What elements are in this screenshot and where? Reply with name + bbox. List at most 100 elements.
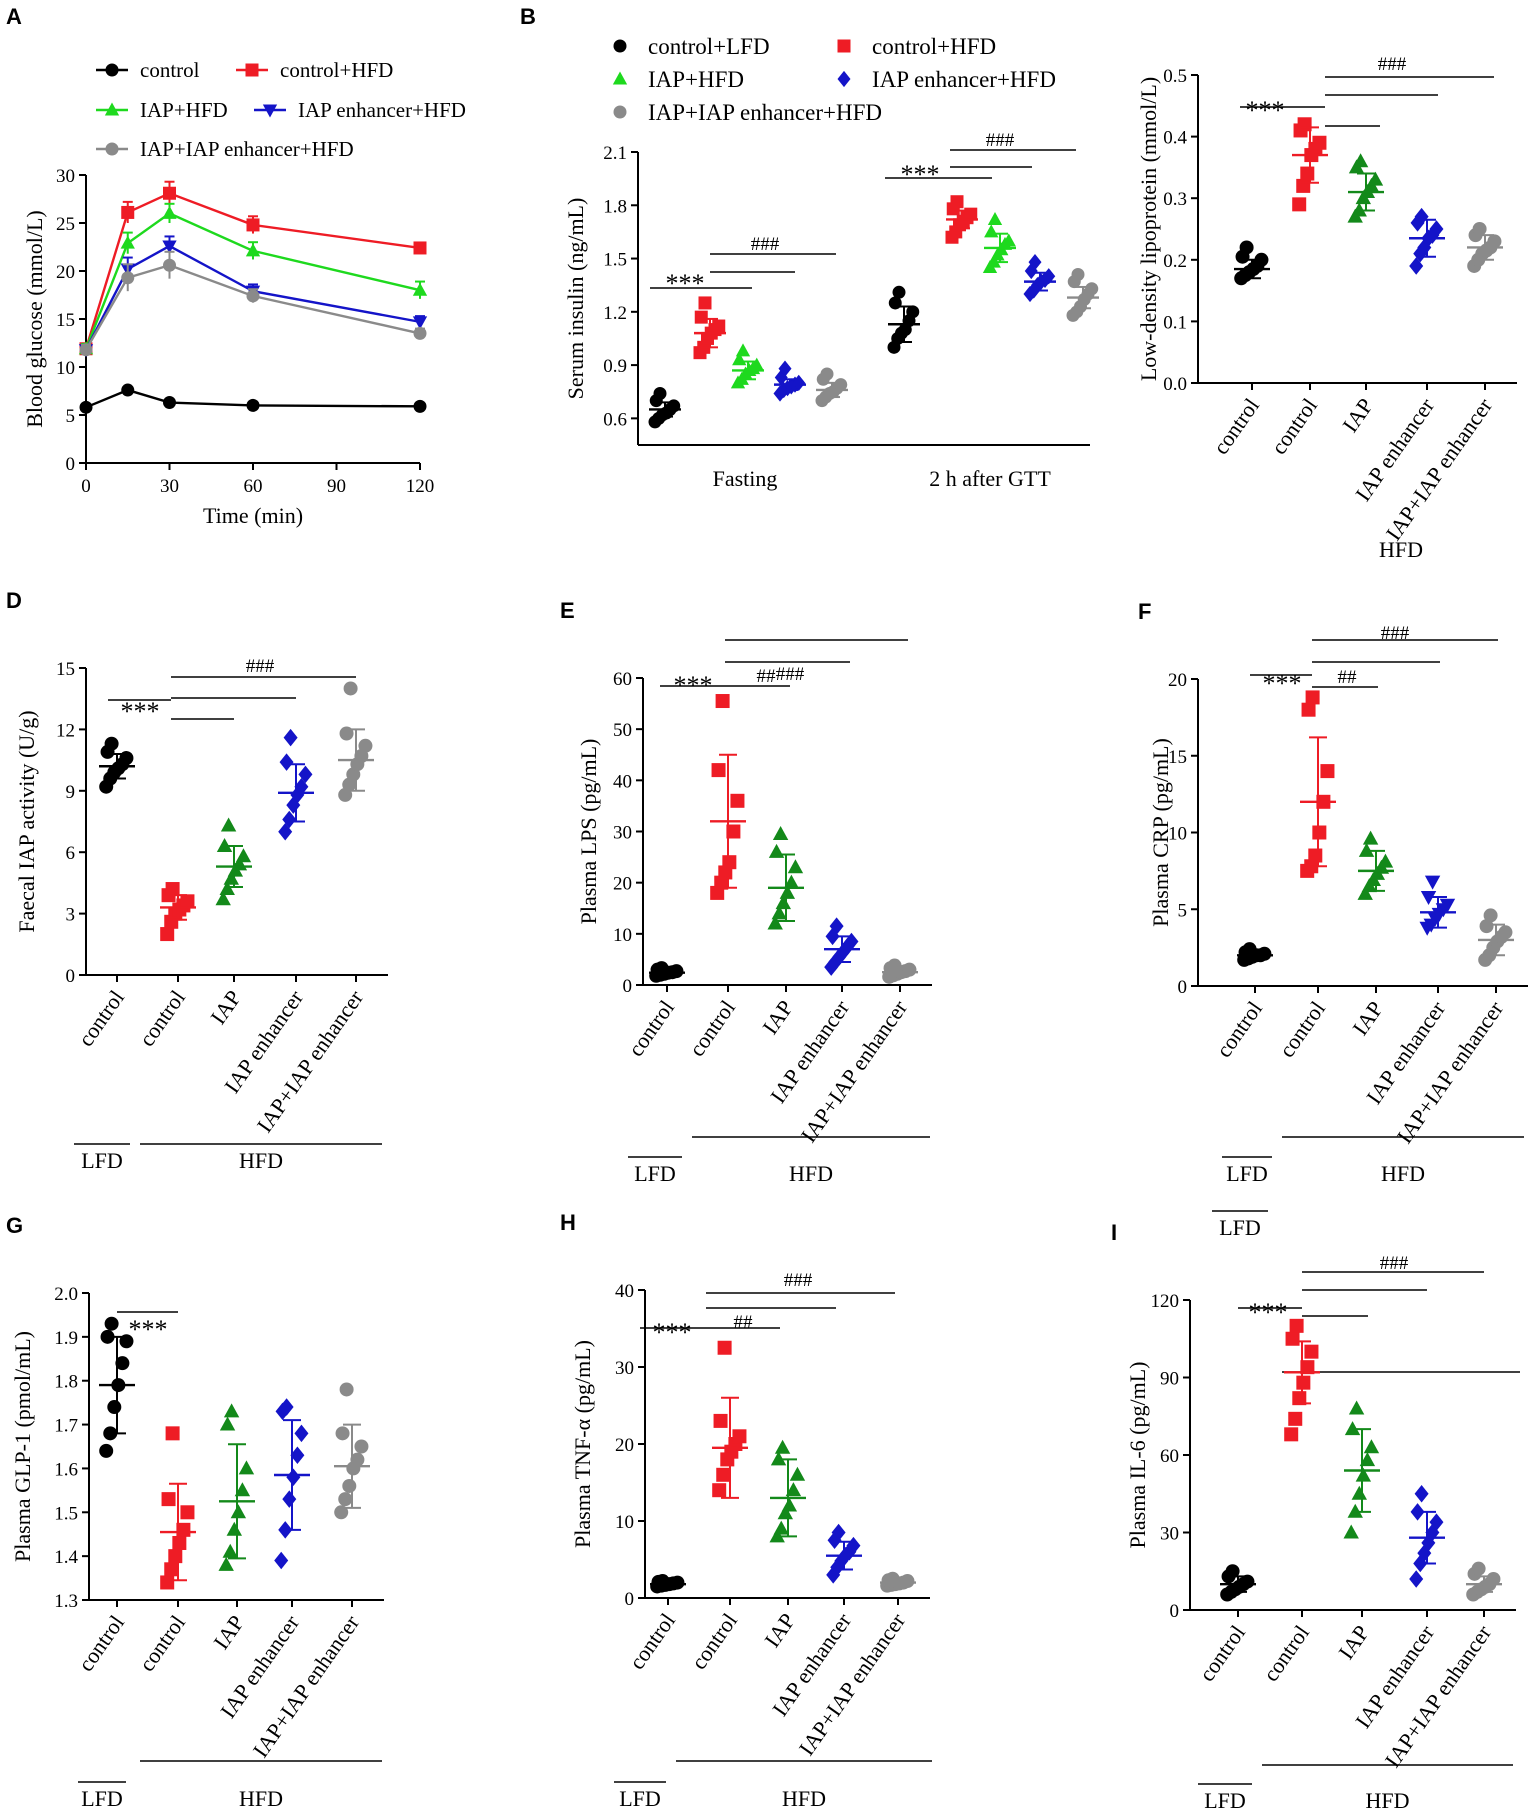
panel-h-y-tick-label: 40	[615, 1281, 634, 1302]
panel-i-point	[1296, 1375, 1311, 1390]
panel-b-legend-marker	[612, 71, 628, 85]
panel-h-lfd-label: LFD	[619, 1786, 661, 1811]
panel-i-y-tick-label: 90	[1160, 1369, 1179, 1390]
panel-b-legend-marker	[613, 105, 627, 119]
panel-a-x-tick-label: 60	[244, 476, 263, 497]
panel-b-legend-marker	[837, 39, 851, 53]
panel-b-legend-label: IAP+HFD	[648, 67, 744, 92]
panel-a: A 0 5 10 15 20 25 30 0 30 60 90 120 Time (min) Blood g…	[6, 4, 466, 528]
panel-e-y-tick-label: 10	[613, 925, 632, 946]
panel-c-category-label: IAP	[1337, 394, 1378, 437]
panel-b-y-tick-label: 1.2	[603, 303, 627, 324]
panel-g-y-tick-label: 1.6	[54, 1459, 78, 1480]
panel-f-category-label: control	[1274, 997, 1330, 1062]
panel-g-point	[354, 1439, 369, 1454]
panel-i-point	[1288, 1411, 1303, 1426]
panel-b-point	[698, 296, 712, 310]
panel-f-point	[1479, 919, 1494, 934]
panel-g-point	[104, 1316, 119, 1331]
panel-g-y-tick-label: 1.5	[54, 1503, 78, 1524]
panel-f-y-tick-label: 10	[1168, 824, 1187, 845]
panel-c-ylabel: Low-density lipoprotein (mmol/L)	[1136, 77, 1161, 381]
panel-f-point	[1308, 848, 1323, 863]
panel-e-category-label: control	[684, 996, 740, 1061]
panel-d-hfd-label: HFD	[239, 1148, 283, 1173]
panel-g-y-tick-label: 2.0	[54, 1284, 78, 1305]
panel-c-point	[1239, 240, 1254, 255]
panel-b-legend-label: control+LFD	[648, 34, 770, 59]
panel-f-point	[1362, 830, 1379, 845]
panel-b-point	[1071, 268, 1085, 282]
panel-g-hfd-label: HFD	[239, 1786, 283, 1811]
panel-a-point	[163, 396, 176, 410]
panel-h-hfd-label: HFD	[782, 1786, 826, 1811]
panel-h-y-tick-label: 0	[625, 1589, 635, 1610]
panel-g-category-label: IAP+IAP enhancer	[248, 1610, 365, 1762]
panel-e-category-label: control	[623, 996, 679, 1061]
panel-g-point	[176, 1522, 191, 1537]
panel-h-point	[716, 1467, 731, 1482]
panel-i-point	[1344, 1421, 1361, 1436]
panel-a-x-tick-label: 0	[81, 476, 91, 497]
panel-g-y-tick-label: 1.3	[54, 1591, 78, 1612]
panel-g-point	[223, 1403, 240, 1418]
panel-g-point	[274, 1551, 289, 1570]
panel-e-point	[771, 905, 787, 920]
panel-a-legend-label: control+HFD	[280, 58, 393, 82]
panel-a-legend-marker	[104, 102, 120, 116]
panel-f-lfd-label: LFD	[1226, 1161, 1268, 1186]
panel-c-category-label: control	[1208, 394, 1264, 459]
panel-i-category-label: control	[1194, 1621, 1250, 1686]
panel-e: E 0 10 20 30 40 50 60 Plasma LPS (pg/mL) control c…	[560, 598, 932, 1186]
panel-e-y-tick-label: 0	[623, 976, 633, 997]
panel-i-point	[1304, 1344, 1319, 1359]
panel-i-point	[1429, 1513, 1444, 1531]
panel-f-y-tick-label: 20	[1168, 670, 1187, 691]
panel-h-point	[770, 1451, 787, 1466]
panel-c-y-tick-label: 0.3	[1163, 189, 1187, 210]
panel-b-point	[712, 319, 726, 333]
panel-b-y-tick-label: 1.5	[603, 250, 627, 271]
panel-g-point	[339, 1382, 354, 1397]
panel-f-point	[1320, 764, 1335, 779]
panel-g-point	[234, 1482, 251, 1497]
panel-d-point	[165, 882, 180, 897]
panel-b-point	[653, 387, 667, 401]
panel-e-category-label: IAP	[757, 996, 798, 1039]
panel-f-point	[1424, 875, 1441, 890]
panel-b-y-tick-label: 0.6	[603, 409, 627, 430]
panel-a-point	[412, 282, 428, 296]
panel-e-y-tick-label: 40	[613, 771, 632, 792]
panel-c-point	[1414, 207, 1429, 226]
panel-c-point	[1312, 135, 1327, 150]
panel-d-point	[279, 753, 294, 771]
panel-h-point	[774, 1439, 791, 1454]
panel-a-point	[413, 241, 427, 255]
panel-d-sig-stars: ***	[121, 697, 160, 726]
panel-c-point	[1300, 166, 1315, 181]
panel-a-ylabel: Blood glucose (mmol/L)	[22, 210, 47, 428]
panel-f-sig-hash: ###	[1381, 623, 1410, 644]
panel-f-ylabel: Plasma CRP (pg/mL)	[1148, 738, 1173, 927]
panel-e-point	[775, 895, 791, 910]
panel-h-point	[732, 1429, 747, 1444]
panel-d-point	[223, 870, 239, 885]
panel-g-lfd-label: LFD	[81, 1786, 123, 1811]
panel-b-legend-marker	[613, 39, 627, 53]
panel-c-sig-stars: ***	[1246, 96, 1285, 125]
panel-b-point	[1001, 233, 1016, 247]
panel-f-point	[1305, 690, 1320, 705]
panel-a-point	[413, 326, 427, 340]
panel-e-point	[726, 824, 741, 839]
panel-g-point	[168, 1549, 183, 1564]
panel-c-category-label: IAP+IAP enhancer	[1381, 393, 1498, 545]
panel-a-x-tick-label: 30	[160, 476, 179, 497]
panel-e-category-label: IAP+IAP enhancer	[796, 995, 913, 1147]
panel-b-point	[987, 212, 1003, 226]
panel-d-y-tick-label: 15	[56, 659, 75, 680]
panel-i-category-label: control	[1258, 1621, 1314, 1686]
panel-h-point	[781, 1497, 798, 1512]
panel-g-point	[115, 1356, 130, 1371]
panel-c-sig-hash: ###	[1378, 54, 1407, 75]
